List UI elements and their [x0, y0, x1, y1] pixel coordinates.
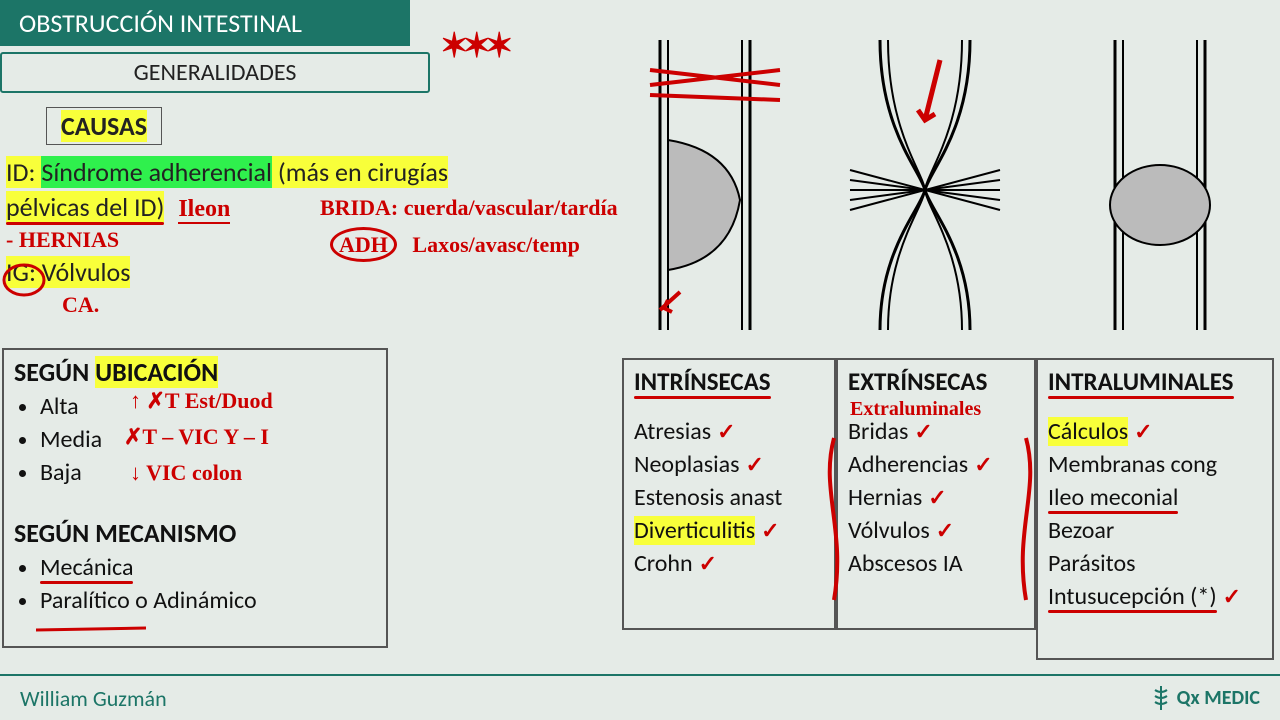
adh-annotation: ADH Laxos/avasc/temp	[330, 232, 580, 258]
page-title: OBSTRUCCIÓN INTESTINAL	[0, 0, 410, 46]
ca-annotation: CA.	[62, 290, 474, 320]
diagram-intraluminal	[1075, 30, 1245, 340]
diagram-extrinsic	[830, 30, 1020, 340]
ileon-annotation: Ileon	[178, 196, 230, 224]
ig-circle	[2, 262, 50, 298]
extrinsecas-brace	[826, 430, 1042, 620]
col-intraluminales: INTRALUMINALES Cálculos Membranas cong I…	[1036, 358, 1274, 660]
extralum-annotation: Extraluminales	[850, 398, 981, 421]
footer: William Guzmán Qx MEDIC	[0, 674, 1280, 720]
loc-alta-annotation: ↑ ✗T Est/Duod	[130, 388, 273, 414]
pelvicas-text: pélvicas del ID)	[6, 191, 164, 223]
brida-annotation: BRIDA: cuerda/vascular/tardía	[320, 195, 618, 221]
causas-label: CAUSAS	[46, 107, 162, 145]
paralitico-strike	[36, 625, 146, 635]
author-name: William Guzmán	[20, 685, 167, 712]
brand-logo: Qx MEDIC	[1149, 684, 1260, 712]
loc-media-annotation: ✗T – VIC Y – I	[124, 424, 269, 450]
loc-baja-annotation: ↓ VIC colon	[130, 460, 242, 486]
caduceus-icon	[1149, 684, 1173, 712]
col-intrinsecas: INTRÍNSECAS Atresias Neoplasias Estenosi…	[622, 358, 836, 630]
diagram-intrinsic	[620, 30, 790, 340]
page-subtitle: GENERALIDADES	[0, 52, 430, 93]
mecanismo-list: Mecánica Paralítico o Adinámico	[4, 551, 386, 625]
stars-annotation: ✶✶✶	[440, 26, 507, 66]
